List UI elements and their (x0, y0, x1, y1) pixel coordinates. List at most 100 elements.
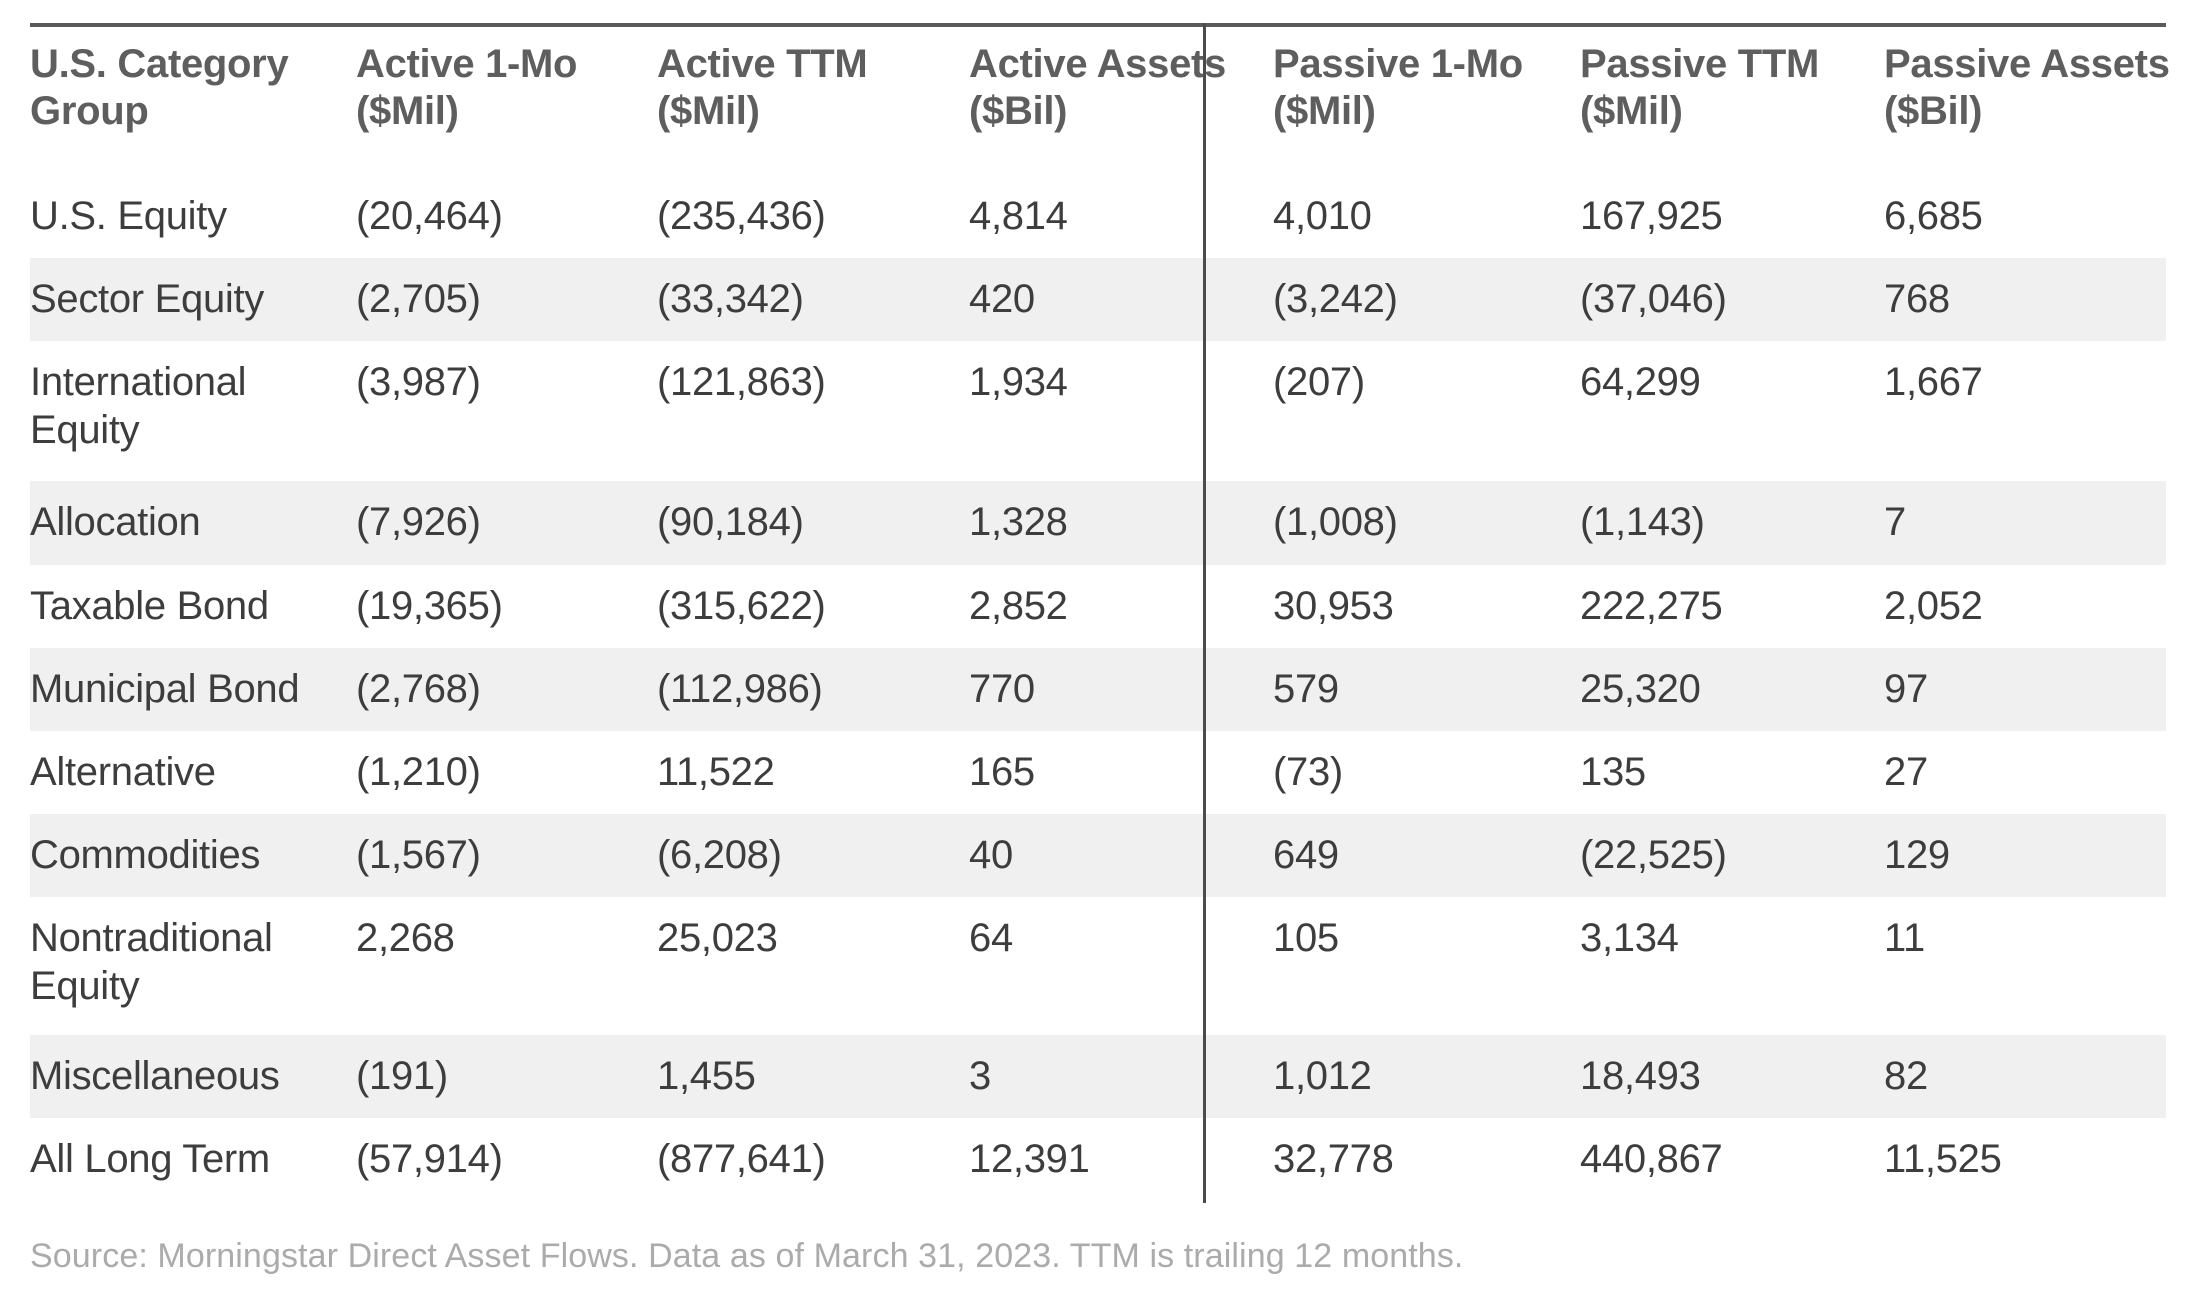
value-cell: (22,525) (1580, 833, 1727, 877)
value-cell: 579 (1273, 667, 1339, 711)
value-cell: (7,926) (356, 500, 481, 544)
value-cell: 420 (969, 277, 1035, 321)
value-cell: (57,914) (356, 1137, 503, 1181)
value-cell: 82 (1884, 1054, 1928, 1098)
value-cell: (37,046) (1580, 277, 1727, 321)
value-cell: 3,134 (1580, 916, 1679, 960)
value-cell: (235,436) (657, 194, 826, 238)
value-cell: 1,667 (1884, 360, 1983, 404)
value-cell: 1,012 (1273, 1054, 1372, 1098)
column-header: Passive TTM ($Mil) (1558, 25, 1862, 175)
header-line: ($Bil) (1884, 89, 1983, 133)
value-cell: 1,455 (657, 1054, 756, 1098)
value-cell: 11,522 (657, 750, 775, 794)
category-cell: Sector Equity (30, 277, 264, 321)
category-cell: Alternative (30, 750, 216, 794)
fund-flows-table: U.S. Category Group Active 1-Mo ($Mil) A… (30, 23, 2170, 1201)
column-header: Passive Assets ($Bil) (1862, 25, 2170, 175)
value-cell: 440,867 (1580, 1137, 1723, 1181)
table-row: Commodities (1,567) (6,208) 40 649 (22,5… (30, 814, 2166, 897)
value-cell: 4,010 (1273, 194, 1372, 238)
value-cell: 135 (1580, 750, 1646, 794)
value-cell: 2,268 (356, 916, 455, 960)
category-cell: All Long Term (30, 1137, 270, 1181)
value-cell: (3,987) (356, 360, 481, 404)
header-line: Passive TTM (1580, 42, 1820, 86)
value-cell: 32,778 (1273, 1137, 1394, 1181)
column-header: U.S. Category Group (30, 25, 334, 175)
active-passive-divider (1203, 23, 1206, 1203)
value-cell: 6,685 (1884, 194, 1983, 238)
value-cell: 64 (969, 916, 1013, 960)
value-cell: 167,925 (1580, 194, 1723, 238)
table-row: U.S. Equity (20,464) (235,436) 4,814 4,0… (30, 175, 2166, 258)
header-line: ($Mil) (657, 89, 760, 133)
value-cell: (1,567) (356, 833, 481, 877)
table-row: Allocation (7,926) (90,184) 1,328 (1,008… (30, 481, 2166, 565)
value-cell: (207) (1273, 360, 1365, 404)
value-cell: 770 (969, 667, 1035, 711)
header-line: ($Mil) (1580, 89, 1683, 133)
value-cell: (33,342) (657, 277, 804, 321)
category-cell: Taxable Bond (30, 584, 269, 628)
value-cell: 3 (969, 1054, 991, 1098)
value-cell: 768 (1884, 277, 1950, 321)
value-cell: 40 (969, 833, 1013, 877)
column-header: Active Assets ($Bil) (947, 25, 1226, 175)
header-line: Active 1-Mo (356, 42, 578, 86)
value-cell: 25,023 (657, 916, 778, 960)
table-row: All Long Term (57,914) (877,641) 12,391 … (30, 1118, 2166, 1201)
value-cell: (121,863) (657, 360, 826, 404)
header-line: Group (30, 89, 149, 133)
table-row: Sector Equity (2,705) (33,342) 420 (3,24… (30, 258, 2166, 341)
value-cell: 222,275 (1580, 584, 1723, 628)
value-cell: (1,210) (356, 750, 481, 794)
value-cell: 165 (969, 750, 1035, 794)
value-cell: (315,622) (657, 584, 826, 628)
category-cell: Allocation (30, 500, 201, 544)
header-line: Active Assets (969, 42, 1226, 86)
value-cell: 12,391 (969, 1137, 1090, 1181)
value-cell: 649 (1273, 833, 1339, 877)
value-cell: (6,208) (657, 833, 782, 877)
value-cell: 11,525 (1884, 1137, 2002, 1181)
value-cell: (2,705) (356, 277, 481, 321)
value-cell: 64,299 (1580, 360, 1701, 404)
category-cell: Commodities (30, 833, 261, 877)
value-cell: 7 (1884, 500, 1906, 544)
value-cell: 30,953 (1273, 584, 1394, 628)
category-cell: Nontraditional Equity (30, 916, 273, 1008)
value-cell: 129 (1884, 833, 1950, 877)
value-cell: (2,768) (356, 667, 481, 711)
header-line: Passive Assets (1884, 42, 2170, 86)
value-cell: (877,641) (657, 1137, 826, 1181)
value-cell: (19,365) (356, 584, 503, 628)
header-line: Passive 1-Mo (1273, 42, 1523, 86)
value-cell: (20,464) (356, 194, 503, 238)
value-cell: (1,008) (1273, 500, 1398, 544)
category-cell: Municipal Bond (30, 667, 300, 711)
value-cell: 11 (1884, 916, 1925, 960)
table-row: Nontraditional Equity 2,268 25,023 64 10… (30, 897, 2166, 1035)
value-cell: (73) (1273, 750, 1343, 794)
table-row: Alternative (1,210) 11,522 165 (73) 135 … (30, 731, 2166, 814)
value-cell: 4,814 (969, 194, 1068, 238)
value-cell: 25,320 (1580, 667, 1701, 711)
header-row: U.S. Category Group Active 1-Mo ($Mil) A… (30, 25, 2170, 175)
header-line: Active TTM (657, 42, 868, 86)
value-cell: 2,052 (1884, 584, 1983, 628)
table-row: Miscellaneous (191) 1,455 3 1,012 18,493… (30, 1035, 2166, 1118)
column-header: Active 1-Mo ($Mil) (334, 25, 635, 175)
value-cell: (191) (356, 1054, 448, 1098)
value-cell: (112,986) (657, 667, 823, 711)
table-row: Taxable Bond (19,365) (315,622) 2,852 30… (30, 565, 2166, 648)
category-cell: U.S. Equity (30, 194, 227, 238)
value-cell: 105 (1273, 916, 1339, 960)
category-cell: International Equity (30, 360, 247, 452)
value-cell: 1,934 (969, 360, 1068, 404)
header-line: ($Mil) (1273, 89, 1376, 133)
value-cell: 1,328 (969, 500, 1068, 544)
value-cell: (3,242) (1273, 277, 1398, 321)
column-header: Active TTM ($Mil) (635, 25, 947, 175)
